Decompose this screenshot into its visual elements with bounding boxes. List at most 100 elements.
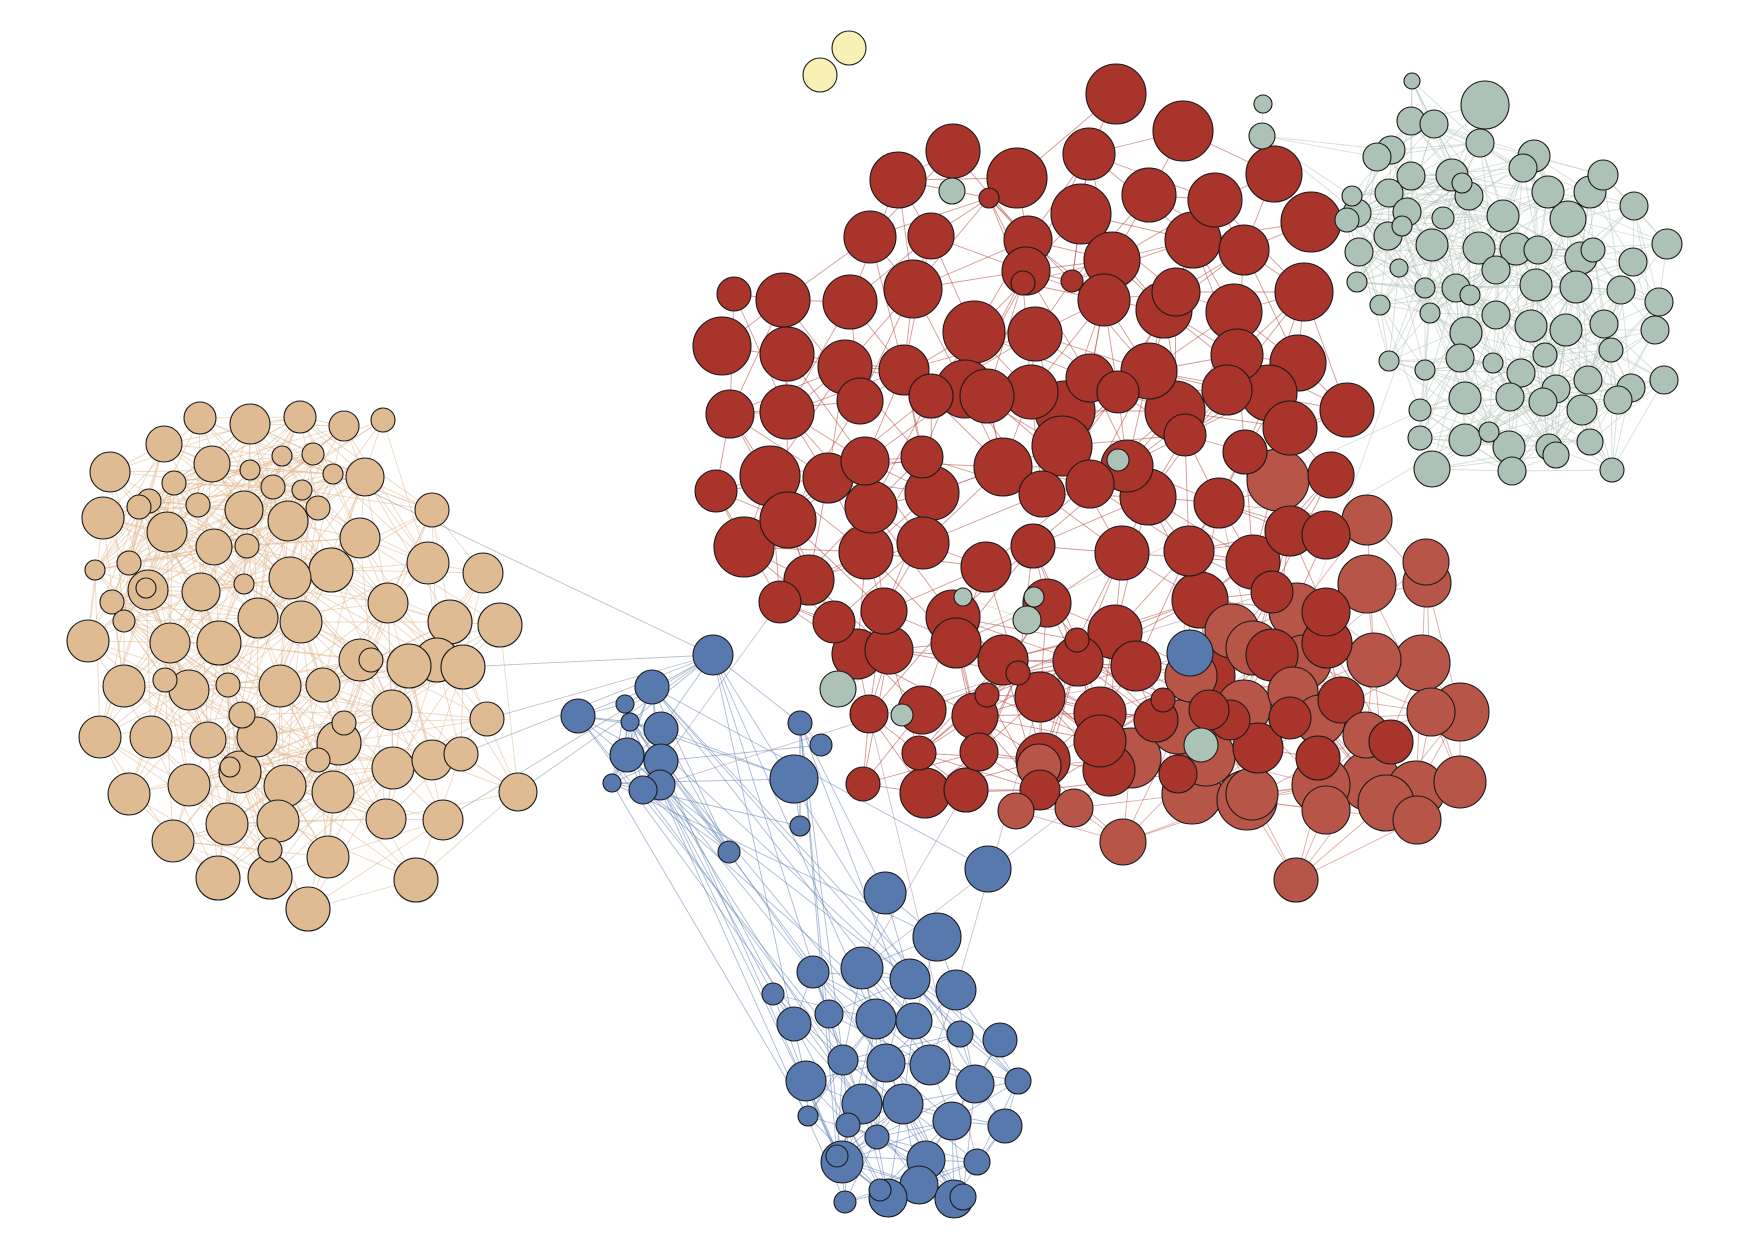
graph-edge xyxy=(227,684,393,711)
graph-node-dark-red xyxy=(1307,451,1355,499)
graph-node-sage xyxy=(1573,365,1603,395)
graph-node-blue xyxy=(889,958,931,1000)
graph-node-dark-red xyxy=(1005,660,1031,686)
graph-edge xyxy=(1509,396,1613,471)
graph-node-tan xyxy=(422,799,464,841)
graph-node-sage xyxy=(1549,200,1587,238)
graph-node-tan xyxy=(285,886,331,932)
graph-edge xyxy=(1419,357,1461,439)
graph-node-tan xyxy=(271,445,293,467)
graph-edge xyxy=(1520,286,1577,374)
graph-node-tan xyxy=(365,798,407,840)
graph-node-blue xyxy=(809,733,833,757)
graph-node-dark-red xyxy=(844,480,898,534)
graph-node-blue xyxy=(866,1043,906,1083)
graph-node-sage xyxy=(1599,457,1625,483)
graph-node-sage xyxy=(1606,275,1636,305)
graph-edge xyxy=(642,789,844,1061)
graph-node-blue xyxy=(835,1112,861,1138)
graph-node-dark-red xyxy=(1295,735,1341,781)
graph-node-dark-red xyxy=(901,735,937,771)
graph-node-tan xyxy=(151,819,195,863)
graph-node-tan xyxy=(370,407,396,433)
graph-node-light-red xyxy=(1054,788,1094,828)
graph-node-tan xyxy=(498,772,538,812)
graph-node-sage xyxy=(1462,231,1496,265)
graph-node-dark-red xyxy=(1319,382,1375,438)
graph-node-sage xyxy=(1618,247,1648,277)
graph-edge xyxy=(207,684,324,741)
graph-node-dark-red xyxy=(1151,267,1201,317)
graph-node-sage xyxy=(1598,337,1624,363)
graph-node-sage xyxy=(1549,313,1583,347)
graph-edge xyxy=(1544,354,1591,443)
graph-node-dark-red xyxy=(1031,415,1093,477)
graph-node-blue xyxy=(840,946,884,990)
graph-edge xyxy=(257,617,393,711)
graph-node-dark-red xyxy=(705,389,755,439)
graph-edge xyxy=(1610,261,1634,351)
graph-node-light-red xyxy=(1402,538,1450,586)
graph-node-blue xyxy=(825,1144,849,1168)
graph-node-tan xyxy=(358,647,384,673)
graph-node-blue xyxy=(602,773,622,793)
graph-edge xyxy=(94,506,140,571)
graph-node-tan xyxy=(462,552,504,594)
graph-node-dark-red xyxy=(1062,127,1116,181)
graph-node-tan xyxy=(183,401,217,435)
graph-edge xyxy=(343,425,429,564)
graph-node-tan xyxy=(167,763,211,807)
graph-edge xyxy=(109,471,274,488)
graph-node-sage xyxy=(1012,605,1042,635)
graph-node-tan xyxy=(406,541,450,585)
graph-edge xyxy=(246,455,283,547)
graph-edge xyxy=(1431,446,1550,470)
graph-edge xyxy=(279,520,289,687)
graph-edge xyxy=(861,789,967,969)
graph-node-dark-red xyxy=(1268,696,1312,740)
graph-node-sage xyxy=(1451,172,1473,194)
graph-edge xyxy=(343,718,488,724)
graph-node-light-red xyxy=(997,792,1035,830)
graph-edge xyxy=(332,473,429,564)
graph-edge xyxy=(659,784,887,1064)
graph-node-blue xyxy=(634,669,670,705)
graph-edge xyxy=(257,602,389,619)
graph-edge xyxy=(1398,174,1453,269)
graph-node-dark-red xyxy=(812,600,856,644)
graph-node-dark-red xyxy=(1077,273,1131,327)
graph-node-dark-red xyxy=(1368,719,1414,765)
graph-node-blue xyxy=(761,982,785,1006)
graph-node-yellow xyxy=(802,57,838,93)
graph-edge xyxy=(241,709,393,716)
graph-edge xyxy=(1433,123,1504,217)
graph-node-sage xyxy=(1478,421,1500,443)
graph-node-sage xyxy=(1519,268,1553,302)
graph-node-blue xyxy=(789,815,811,837)
graph-node-tan xyxy=(135,577,157,599)
graph-node-dark-red xyxy=(1094,525,1150,581)
graph-node-dark-red xyxy=(1193,477,1245,529)
graph-edge xyxy=(1535,284,1660,303)
graph-node-dark-red xyxy=(959,732,999,772)
graph-node-sage xyxy=(1508,153,1538,183)
graph-node-dark-red xyxy=(1018,470,1066,518)
graph-node-sage xyxy=(1640,315,1670,345)
graph-edge xyxy=(1520,349,1612,374)
graph-node-dark-red xyxy=(1065,459,1115,509)
graph-node-tan xyxy=(116,550,142,576)
graph-node-blue xyxy=(982,1022,1018,1058)
graph-node-sage xyxy=(1649,365,1679,395)
graph-edge xyxy=(659,591,1273,786)
graph-node-light-red xyxy=(1225,767,1279,821)
graph-node-sage xyxy=(1559,270,1593,304)
graph-edge xyxy=(200,591,209,741)
graph-node-sage xyxy=(1448,381,1482,415)
graph-node-dark-red xyxy=(849,694,889,734)
graph-edge xyxy=(229,617,259,768)
graph-node-dark-red xyxy=(759,491,817,549)
graph-node-sage xyxy=(1391,215,1413,237)
graph-node-sage xyxy=(1419,109,1449,139)
graph-node-dark-red xyxy=(1187,172,1243,228)
